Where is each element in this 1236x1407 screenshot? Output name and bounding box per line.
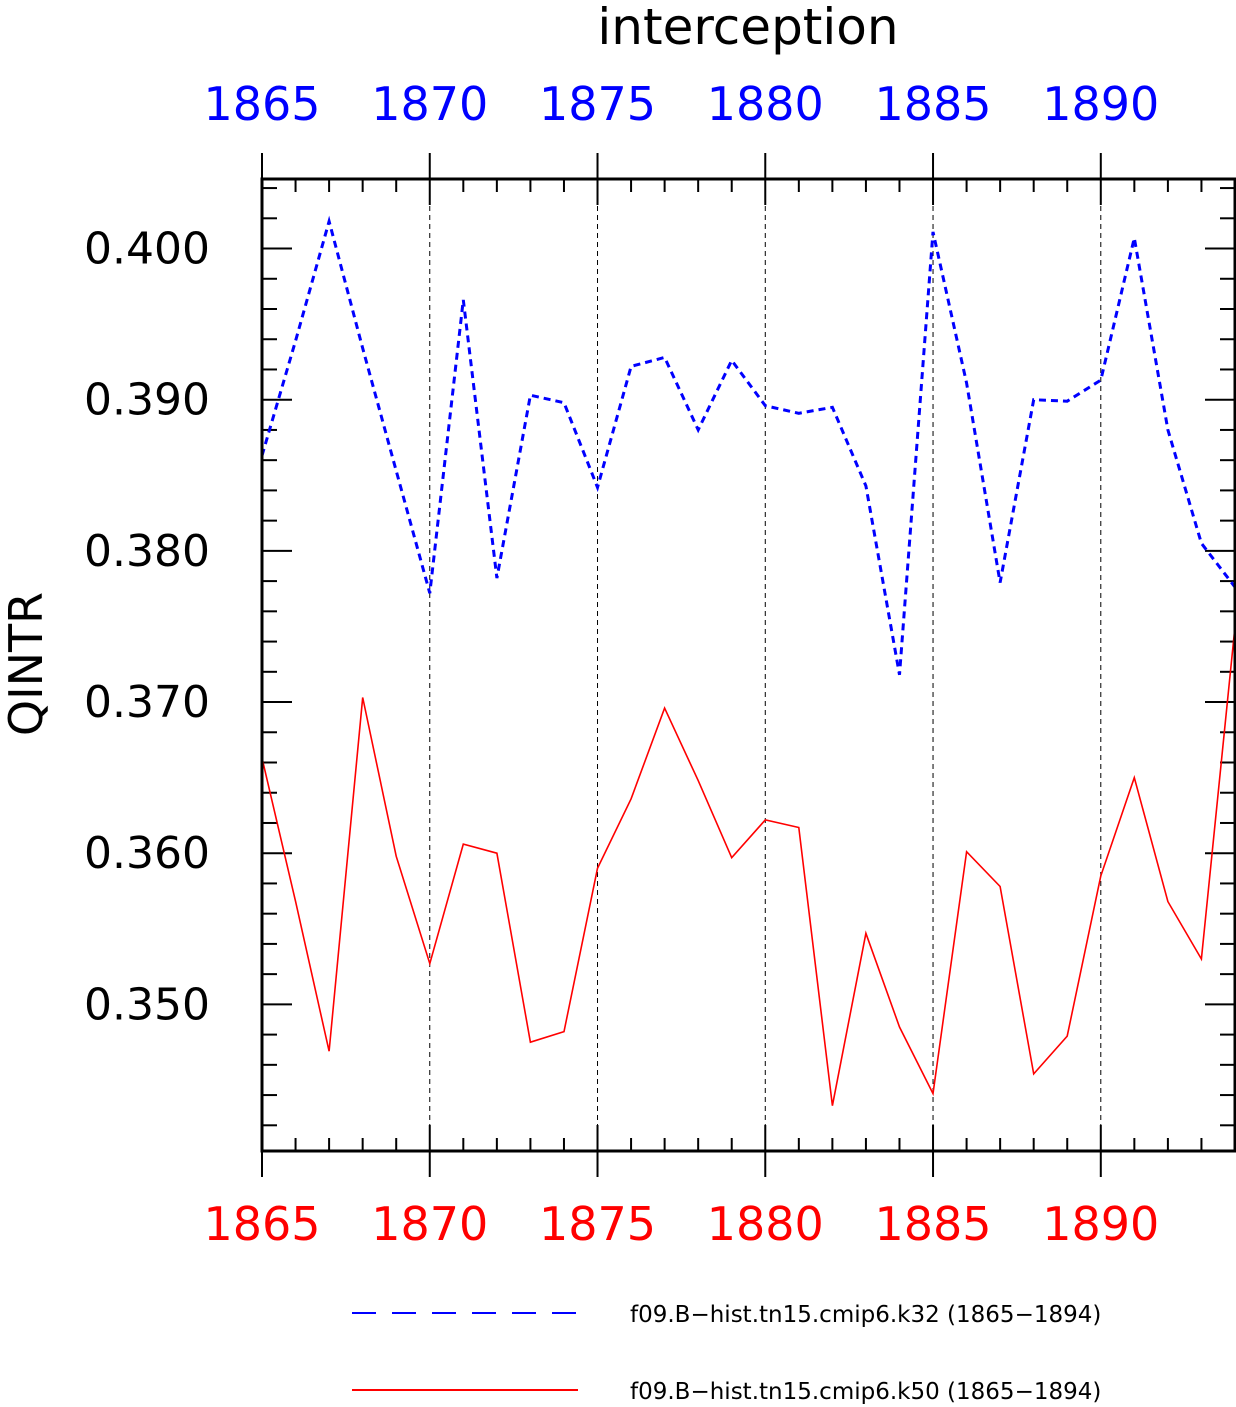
x-tick-label-bottom: 1875 (539, 1197, 656, 1251)
series-line-k32 (260, 215, 1236, 676)
series-line-k50 (261, 626, 1236, 1106)
y-tick-label: 0.360 (84, 828, 210, 879)
y-tick-label: 0.390 (84, 375, 210, 426)
x-tick-label-top: 1865 (203, 77, 320, 131)
series-lines (260, 215, 1236, 1106)
x-tick-label-bottom: 1865 (203, 1197, 320, 1251)
y-tick-label: 0.400 (84, 224, 210, 275)
x-tick-label-top: 1875 (539, 77, 656, 131)
x-tick-label-top: 1880 (707, 77, 824, 131)
tick-labels: 0.350 0.360 0.370 0.380 0.390 0.400 1865 1865 18… (84, 77, 1159, 1251)
x-tick-label-top: 1890 (1042, 77, 1159, 131)
y-tick-label: 0.380 (84, 526, 210, 577)
legend-label: f09.B−hist.tn15.cmip6.k50 (1865−1894) (630, 1379, 1101, 1405)
grid-lines (429, 179, 1102, 1151)
chart-title: interception (597, 0, 898, 56)
legend: f09.B−hist.tn15.cmip6.k32 (1865−1894) f09… (352, 1302, 1101, 1405)
y-axis-label: QINTR (0, 592, 53, 736)
x-tick-label-bottom: 1885 (874, 1197, 991, 1251)
x-tick-label-bottom: 1890 (1042, 1197, 1159, 1251)
y-tick-label: 0.350 (84, 979, 210, 1030)
x-tick-label-top: 1885 (874, 77, 991, 131)
x-tick-label-top: 1870 (371, 77, 488, 131)
x-tick-label-bottom: 1880 (707, 1197, 824, 1251)
axis-ticks (261, 153, 1236, 1177)
plot-frame (260, 177, 1236, 1153)
y-tick-label: 0.370 (84, 677, 210, 728)
legend-label: f09.B−hist.tn15.cmip6.k32 (1865−1894) (630, 1302, 1101, 1328)
x-tick-label-bottom: 1870 (371, 1197, 488, 1251)
